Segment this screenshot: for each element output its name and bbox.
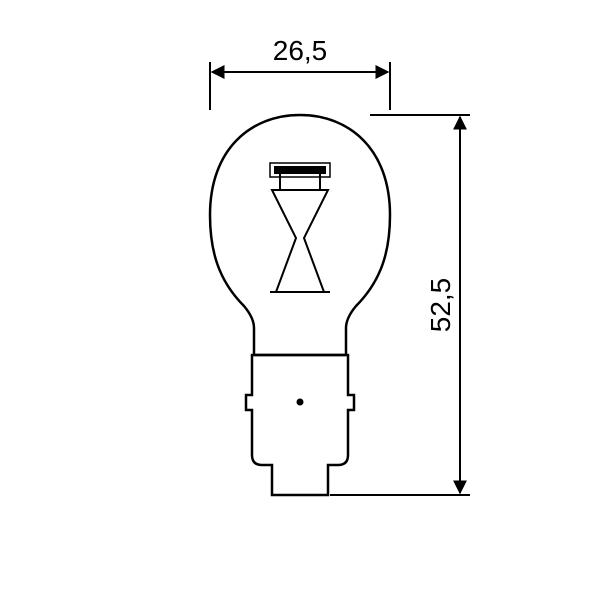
bulb-base-outline (246, 355, 354, 495)
height-dimension-group: 52,5 (330, 115, 470, 495)
filament-stem (272, 190, 328, 292)
filament-coil (274, 166, 326, 174)
bulb-technical-drawing: 26,5 52,5 (0, 0, 600, 600)
width-dim-label: 26,5 (273, 35, 328, 66)
height-dim-label: 52,5 (425, 278, 456, 333)
bulb-glass-outline (210, 115, 390, 355)
width-dimension-group: 26,5 (210, 35, 390, 110)
base-pin-dot (297, 399, 304, 406)
filament-group (270, 163, 330, 292)
